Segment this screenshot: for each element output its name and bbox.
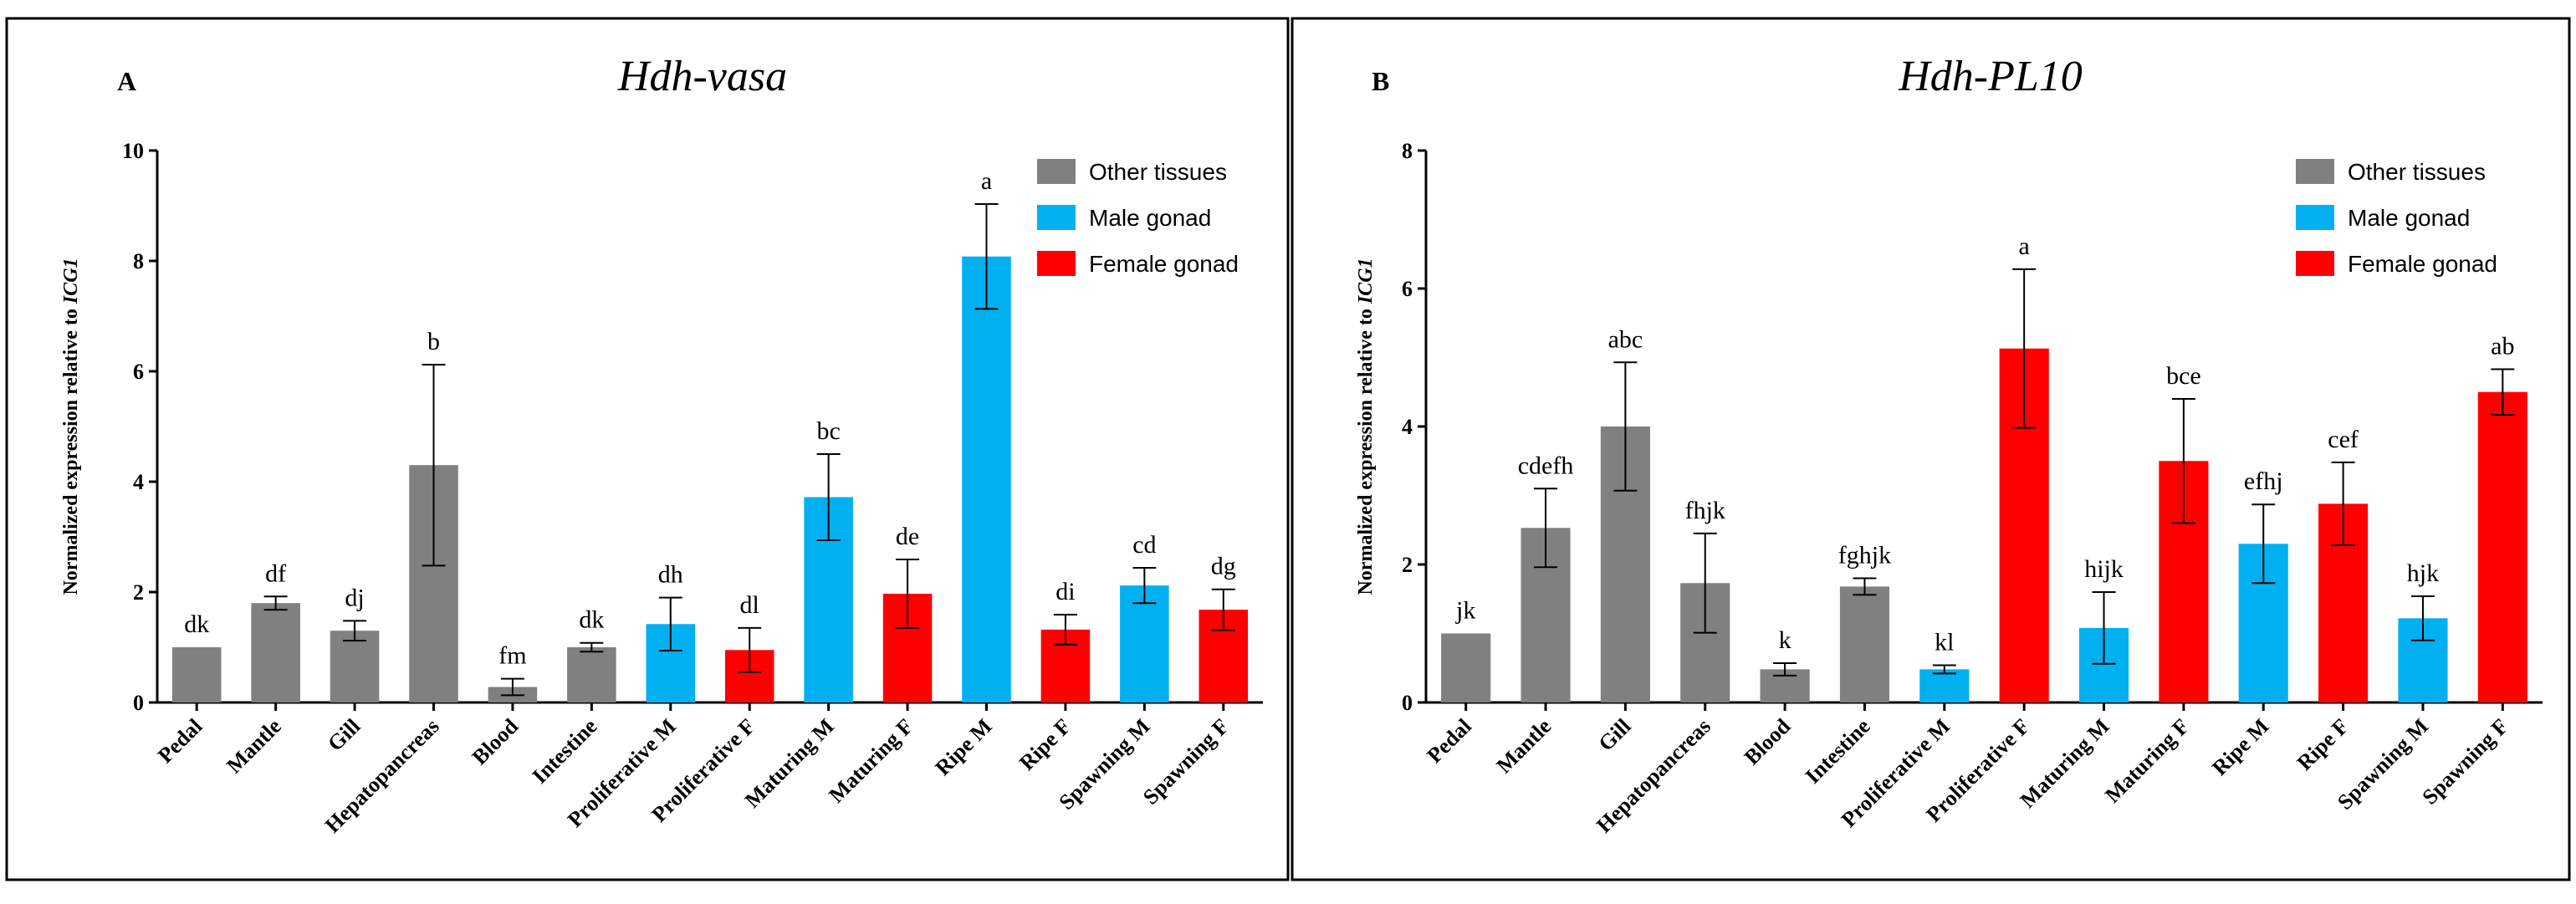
bar-proliferative-m — [1919, 669, 1970, 702]
significance-label: dj — [345, 584, 364, 611]
y-tick-label: 8 — [1402, 139, 1413, 163]
bar-pedal — [1441, 633, 1491, 702]
significance-label: bce — [2166, 362, 2201, 390]
significance-label: efhj — [2244, 467, 2283, 495]
legend-label-female: Female gonad — [1089, 251, 1239, 277]
bar-mantle — [251, 603, 300, 702]
legend-label-other: Other tissues — [2348, 159, 2486, 185]
panel-a-title: Hdh-vasa — [617, 53, 787, 100]
bar-intestine — [567, 647, 616, 702]
panel-b-title: Hdh-PL10 — [1898, 53, 2083, 100]
y-tick-label: 10 — [122, 139, 144, 163]
y-tick-label: 8 — [133, 249, 144, 273]
legend-swatch-male — [2296, 205, 2334, 230]
significance-label: df — [265, 559, 286, 587]
significance-label: abc — [1608, 325, 1643, 353]
y-axis-label: Normalized expression relative to ICG1 — [60, 258, 82, 595]
x-tick-label: Maturing F — [2100, 714, 2194, 808]
x-tick-label: Spawning F — [2418, 714, 2513, 810]
legend-swatch-male — [1037, 205, 1076, 230]
significance-label: b — [427, 328, 440, 355]
significance-label: kl — [1935, 628, 1954, 656]
significance-label: a — [981, 167, 992, 195]
x-tick-label: Mantle — [1492, 714, 1556, 779]
y-tick-label: 2 — [1402, 553, 1413, 577]
bar-gill — [330, 631, 380, 702]
significance-label: bc — [816, 417, 840, 445]
x-tick-label: Ripe F — [2292, 714, 2354, 775]
bar-ripe-m — [962, 256, 1011, 703]
significance-label: jk — [1455, 597, 1475, 625]
x-tick-label: Gill — [323, 714, 365, 756]
legend-label-male: Male gonad — [1089, 205, 1211, 231]
legend-swatch-female — [2296, 251, 2334, 276]
panel-a-frame — [5, 17, 1290, 881]
x-tick-label: Ripe M — [931, 714, 997, 780]
panel-a-label: A — [117, 66, 136, 96]
y-tick-label: 0 — [133, 691, 144, 715]
x-tick-label: Pedal — [1422, 714, 1475, 768]
panel-b-label: B — [1372, 66, 1389, 96]
bar-spawning-f — [2477, 391, 2527, 702]
bar-pedal — [171, 647, 222, 702]
significance-label: fhjk — [1685, 497, 1725, 524]
x-tick-label: Maturing F — [824, 714, 917, 808]
legend-label-other: Other tissues — [1089, 159, 1227, 185]
significance-label: a — [2019, 232, 2030, 260]
x-tick-label: Intestine — [528, 714, 602, 789]
x-tick-label: Ripe F — [1015, 714, 1076, 775]
significance-label: cdefh — [1518, 452, 1574, 479]
x-tick-label: Intestine — [1801, 714, 1875, 789]
significance-label: hjk — [2407, 559, 2439, 587]
legend-swatch-other — [1037, 159, 1076, 184]
y-tick-label: 6 — [1402, 277, 1413, 301]
legend-label-male: Male gonad — [2348, 205, 2470, 231]
significance-label: dk — [579, 606, 604, 634]
panel-a-chart: 0 2 4 6 8 10 Normalized expression relative to… — [60, 139, 1263, 838]
x-tick-label: Pedal — [153, 714, 207, 768]
x-tick-label: Mantle — [222, 714, 286, 779]
y-tick-label: 2 — [133, 580, 144, 605]
significance-label: fghjk — [1838, 542, 1891, 569]
significance-label: k — [1779, 626, 1791, 654]
x-tick-label: Spawning F — [1138, 714, 1234, 810]
significance-label: fm — [498, 642, 526, 670]
panel-b-chart: 0 2 4 6 8 Normalized expression relative to I… — [1355, 139, 2543, 838]
significance-label: dg — [1211, 553, 1236, 580]
y-tick-label: 4 — [1402, 415, 1413, 439]
legend-swatch-other — [2296, 159, 2334, 184]
y-tick-label: 6 — [133, 360, 144, 384]
x-tick-label: Gill — [1593, 714, 1635, 756]
significance-label: cef — [2328, 426, 2359, 453]
significance-label: cd — [1132, 531, 1156, 559]
legend-label-female: Female gonad — [2348, 251, 2497, 277]
x-tick-label: Blood — [468, 713, 524, 769]
significance-label: dl — [740, 591, 759, 619]
significance-label: de — [896, 523, 919, 550]
significance-label: ab — [2491, 333, 2514, 360]
y-axis-label: Normalized expression relative to ICG1 — [1355, 258, 1377, 595]
y-tick-label: 0 — [1402, 691, 1413, 715]
panel-b-frame — [1291, 17, 2571, 881]
x-tick-label: Ripe M — [2207, 714, 2273, 780]
bar-intestine — [1839, 586, 1890, 702]
x-tick-label: Blood — [1740, 713, 1796, 769]
y-tick-label: 4 — [133, 470, 144, 494]
bar-spawning-m — [1120, 585, 1169, 702]
legend-swatch-female — [1037, 251, 1076, 276]
significance-label: hijk — [2084, 555, 2124, 583]
significance-label: dh — [658, 561, 683, 589]
significance-label: dk — [184, 610, 209, 638]
significance-label: di — [1055, 578, 1075, 605]
